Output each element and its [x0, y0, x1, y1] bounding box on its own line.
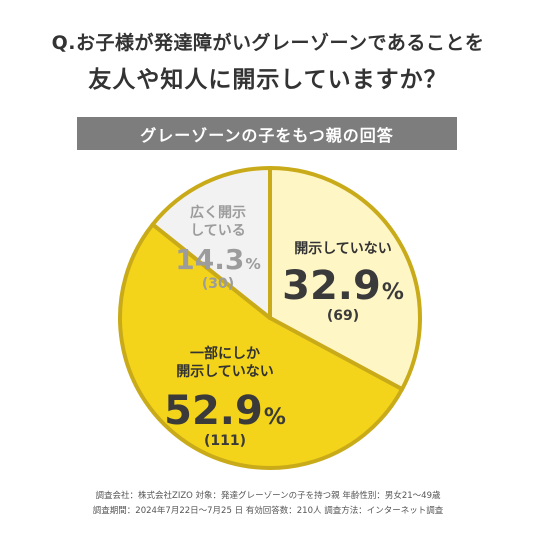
survey-footer: 調査会社：株式会社ZIZO 対象：発達グレーゾーンの子を持つ親 年齢性別：男女2…	[0, 489, 536, 519]
label-partial-percent: 52.9%	[164, 388, 286, 435]
question-line-2: 友人や知人に開示していますか？	[88, 67, 448, 93]
label-wide-name-2: している	[190, 223, 246, 240]
label-partial-name-1: 一部にしか	[190, 346, 260, 362]
label-partial-name-2: 開示していない	[176, 364, 274, 381]
label-not-disclosed-name: 開示していない	[294, 241, 392, 257]
label-not-disclosed-count: (69)	[326, 308, 360, 325]
label-wide-percent: 14.3%	[175, 243, 261, 277]
label-partial-count: (111)	[203, 433, 247, 450]
slice-not-disclosed	[268, 166, 422, 392]
question-line-1: Q.お子様が発達障がいグレーゾーンであることを	[51, 32, 485, 54]
footer-line-2: 調査期間：2024年7月22日〜7月25 日 有効回答数：210人 調査方法：イ…	[92, 506, 444, 516]
respondent-banner: グレーゾーンの子をもつ親の回答	[77, 117, 457, 150]
label-wide-name-1: 広く開示	[190, 205, 246, 221]
slice-partial	[118, 222, 405, 470]
label-not-disclosed-percent: 32.9%	[282, 263, 404, 310]
slice-wide	[150, 166, 272, 320]
label-partial: 一部にしか 開示していない 52.9% (111)	[155, 345, 295, 449]
footer-line-1: 調査会社：株式会社ZIZO 対象：発達グレーゾーンの子を持つ親 年齢性別：男女2…	[95, 491, 441, 501]
label-wide-count: (30)	[201, 276, 235, 293]
label-wide: 広く開示 している 14.3% (30)	[168, 204, 268, 292]
label-not-disclosed: 開示していない 32.9% (69)	[278, 240, 408, 324]
